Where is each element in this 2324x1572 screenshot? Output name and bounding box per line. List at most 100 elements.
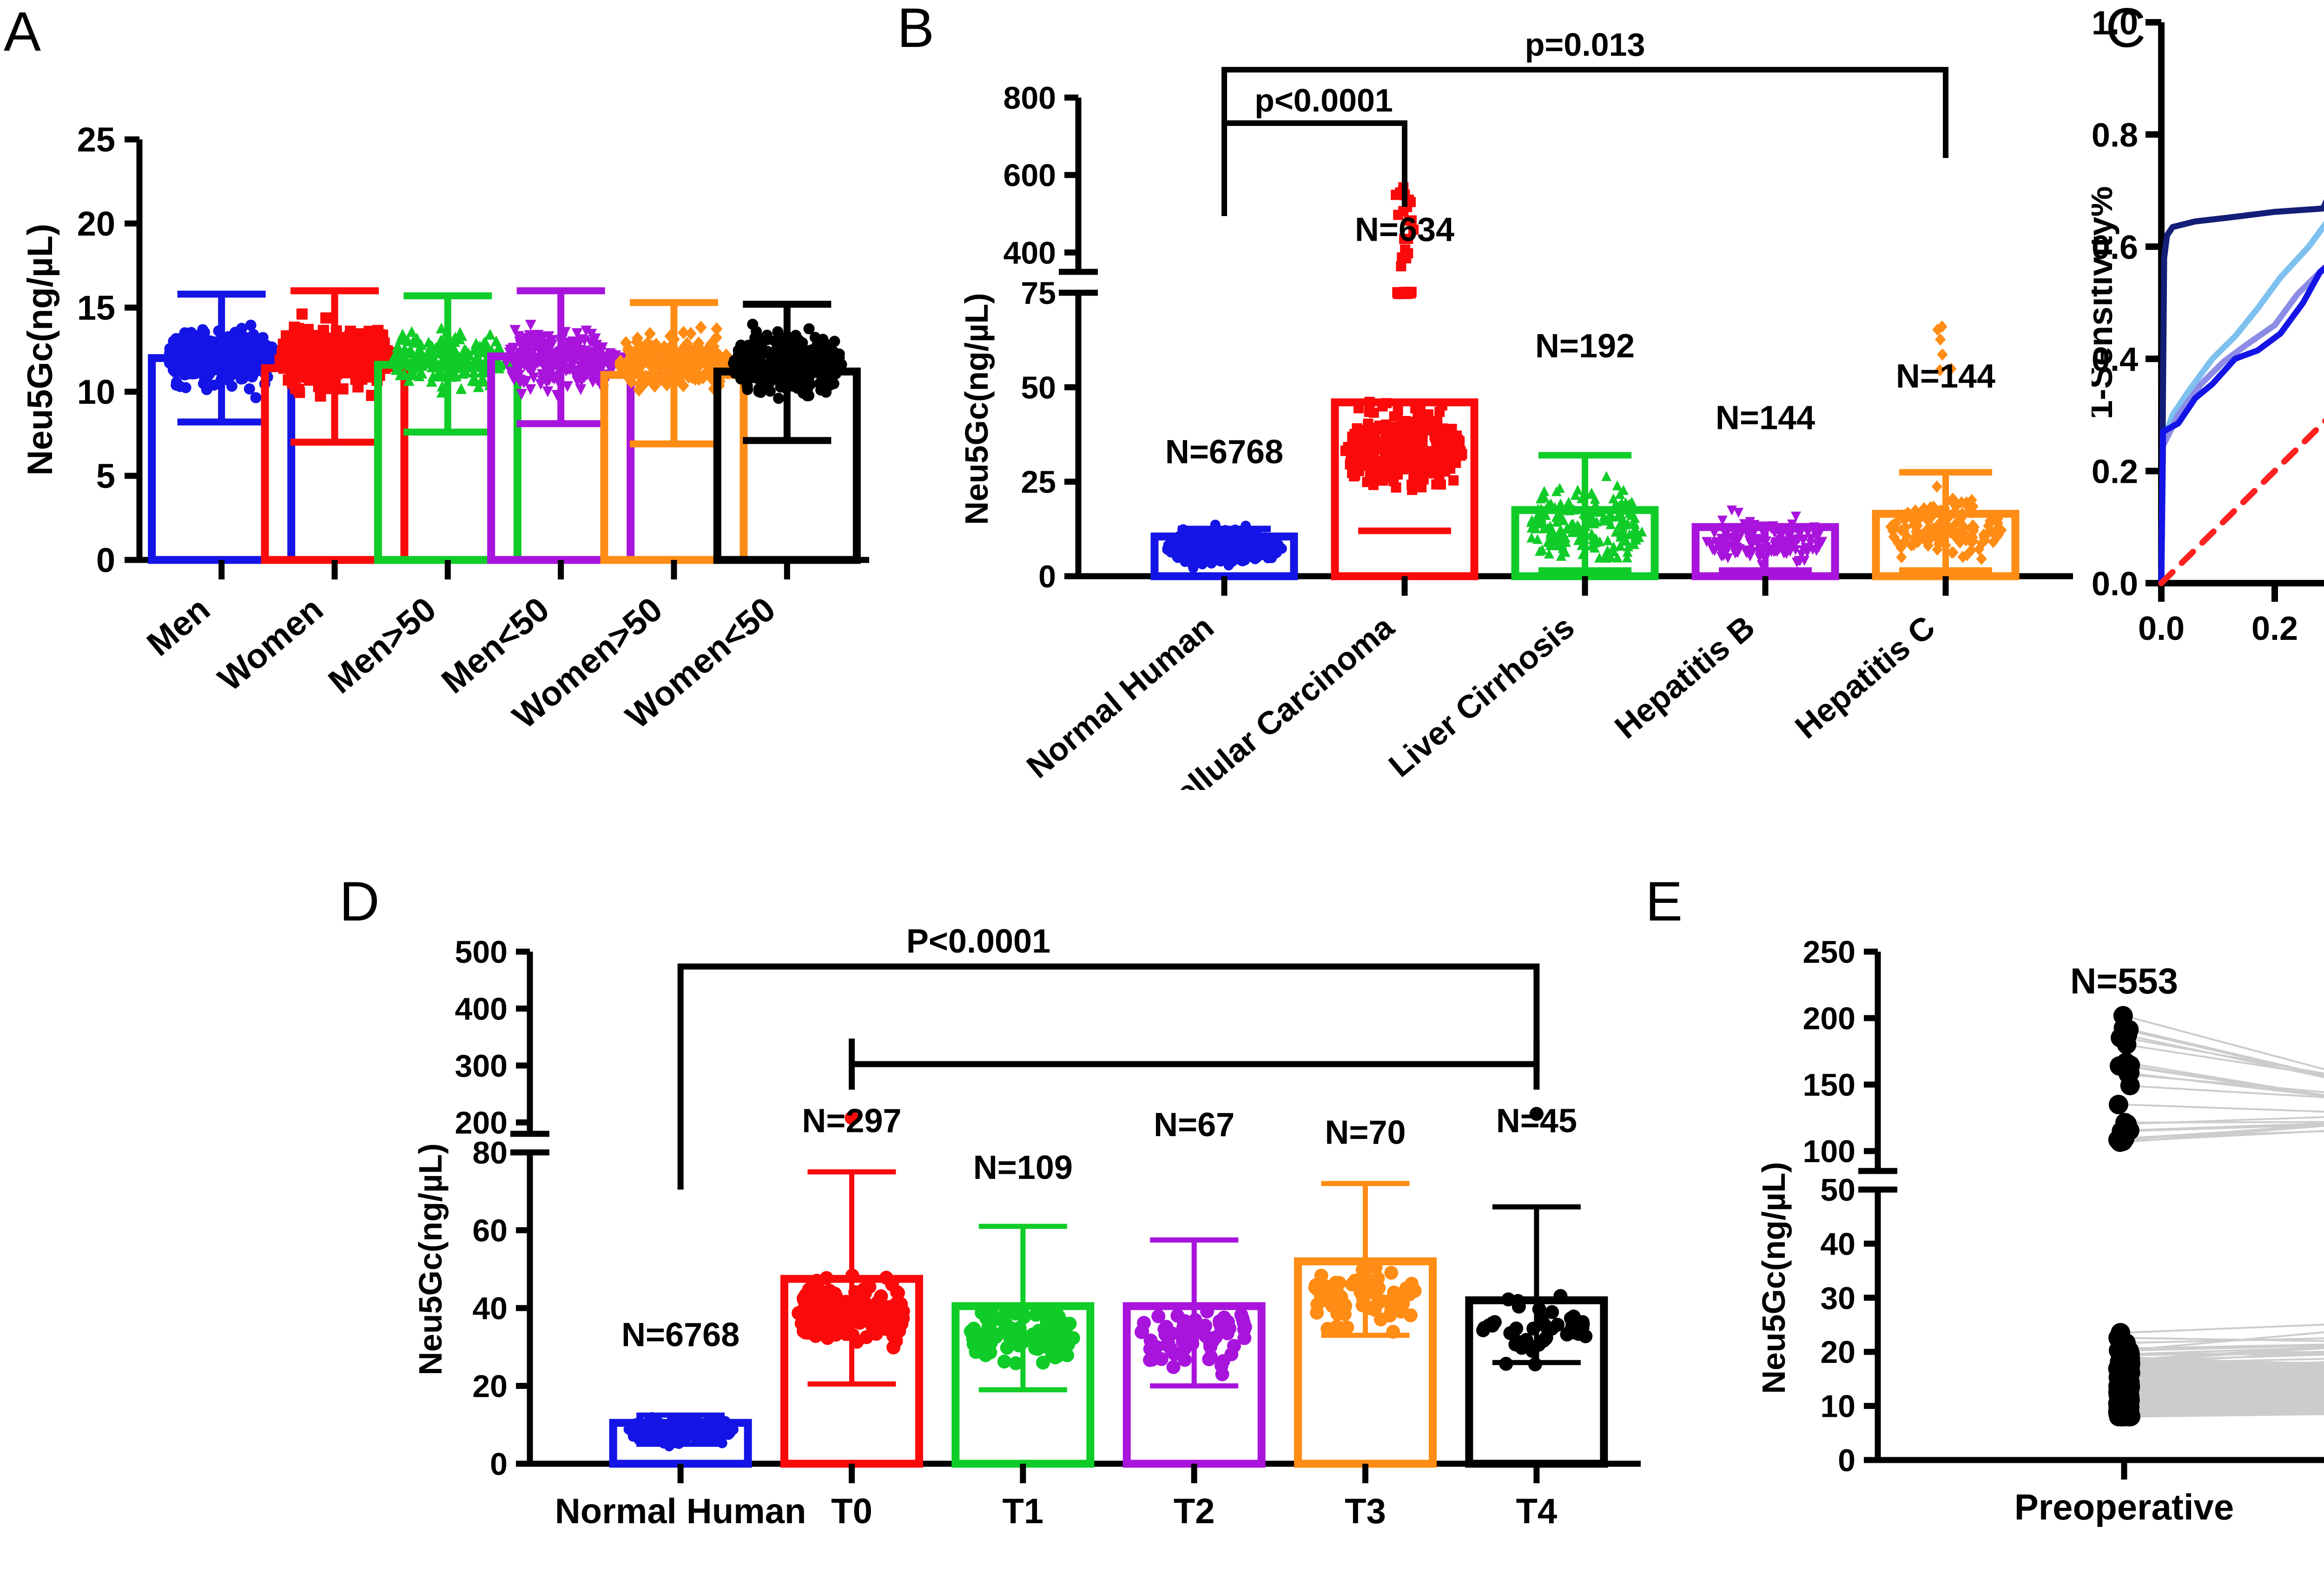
data-point [1158,1327,1173,1342]
data-point [1594,553,1605,563]
data-point [1731,538,1742,548]
pair-link [2124,1043,2324,1076]
data-point [244,383,255,395]
data-point [397,329,409,340]
data-point [1532,534,1543,544]
data-point [436,381,448,392]
data-point [1545,1305,1559,1319]
data-point [1957,551,1968,563]
pair-link [2124,1354,2324,1362]
panel-c-series-1 [2158,221,2324,586]
data-point [1314,1269,1328,1283]
panel-c-x-ticklabel: 0.0 [2138,610,2185,647]
data-point [1364,396,1375,407]
data-point [1756,560,1767,571]
pair-link [2124,1061,2324,1097]
data-point [194,331,206,342]
data-point [659,340,671,354]
data-point [741,380,753,392]
data-point [854,1312,868,1327]
data-point [889,1297,903,1311]
panel-e-y-ticklabel: 100 [1803,1134,1855,1169]
data-point [577,362,588,373]
pair-link [2124,1392,2324,1403]
data-point [634,367,646,381]
data-point [1533,512,1544,522]
data-point [1262,548,1273,559]
pair-link [2124,1337,2324,1342]
data-point [426,375,437,387]
data-point [1925,501,1936,514]
data-point [354,366,366,377]
data-point [1244,552,1254,562]
data-point [516,389,528,400]
pair-link [2124,1383,2324,1387]
data-point [361,343,372,355]
data-point [330,325,342,337]
panel-d-y-ticklabel: 40 [472,1291,508,1326]
data-point [1802,527,1813,538]
data-point [630,344,642,358]
data-point [874,1289,888,1303]
data-point [1895,524,1907,537]
pair-link [2124,1116,2324,1125]
data-point [649,379,661,393]
data-point [1947,493,1959,505]
data-point [725,1427,735,1438]
panel-b-n-label: N=634 [1355,211,1454,248]
panel-c-y-ticklabel: 0.4 [2092,341,2138,378]
data-point [1896,551,1907,564]
panel-b-y-axis-label: Neu5Gc(ng/µL) [958,293,995,525]
data-point [520,340,532,351]
data-point [436,387,448,398]
data-point [1268,538,1278,548]
data-point [291,364,303,376]
data-point [1392,411,1402,421]
data-point [501,357,512,368]
data-point [1966,500,1977,513]
data-point [581,369,593,381]
data-point [453,351,465,362]
data-point [1241,520,1251,531]
data-point [783,342,795,354]
data-point [1134,1325,1149,1339]
data-point [1605,519,1616,529]
data-point [1329,1319,1344,1334]
data-point [634,1416,645,1427]
panel-b-y-ticklabel: 600 [1004,158,1056,193]
data-point [1404,449,1414,460]
data-point [1890,517,1901,529]
panel-e-preoperative-points [2108,1006,2140,1427]
data-point [966,1337,981,1351]
data-point [504,347,515,358]
data-point [1958,520,1969,533]
data-point [278,355,290,367]
pair-link [2124,1073,2324,1093]
panel-d-y-ticklabel: 200 [455,1105,508,1141]
data-point [410,358,422,369]
data-point [296,308,308,320]
pair-link [2124,1381,2324,1386]
data-point [1380,467,1391,478]
data-point [1812,539,1823,549]
data-point [588,362,600,373]
data-point [1630,513,1640,523]
pair-link [2124,1398,2324,1406]
data-point [1992,513,2003,525]
panel-c-y-axis-label: 1-Sensitivity% [2092,186,2119,420]
data-point [709,350,721,364]
data-point-outlier [1934,364,1946,376]
data-point [392,359,403,370]
data-point [1397,419,1407,429]
data-point [507,371,518,382]
data-point [1766,547,1777,557]
panel-e-y-ticklabel: 10 [1820,1389,1855,1424]
data-point [436,322,447,334]
data-point [459,364,471,376]
pair-link [2124,1412,2324,1415]
data-point [1314,1288,1328,1302]
data-point [757,370,769,381]
data-point [478,337,489,349]
data-point [1166,1360,1181,1375]
data-point [1966,544,1977,557]
